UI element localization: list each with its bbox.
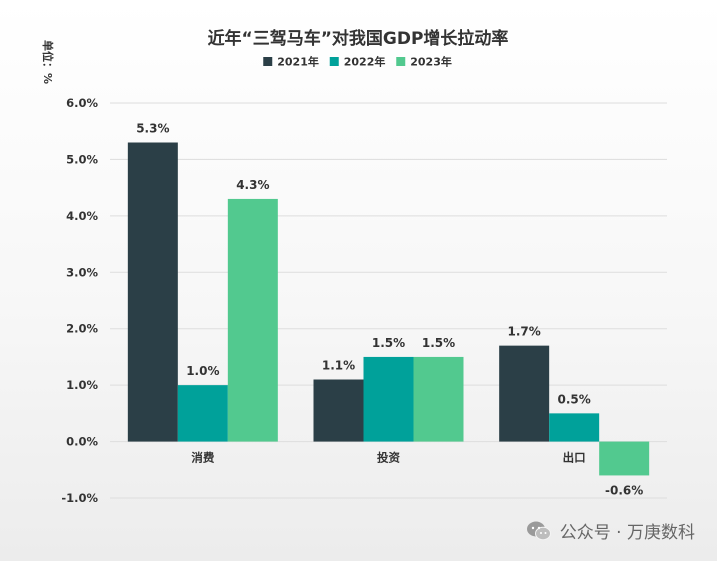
y-tick-label-5: 1.0% (66, 378, 98, 392)
data-label-0-1: 1.0% (186, 364, 219, 378)
bar-0-1 (178, 385, 228, 441)
legend: 2021年 2022年 2023年 (263, 55, 452, 69)
y-tick-label-2: 4.0% (66, 209, 98, 223)
data-label-2-0: 1.7% (508, 325, 541, 339)
data-label-2-1: 0.5% (558, 392, 591, 406)
y-axis-ticks: 6.0% 5.0% 4.0% 3.0% 2.0% 1.0% 0.0% -1.0% (61, 96, 98, 505)
bar-1-2 (414, 357, 464, 442)
bar-0-0 (128, 143, 178, 442)
wechat-icon (526, 520, 552, 542)
y-tick-label-7: -1.0% (61, 491, 98, 505)
watermark-text: 公众号 · 万庚数科 (560, 518, 695, 543)
legend-swatch-0 (263, 57, 272, 66)
chart-title: 近年“三驾马车”对我国GDP增长拉动率 (208, 28, 509, 49)
x-tick-label-2: 出口 (563, 451, 586, 465)
legend-label-2: 2023年 (410, 55, 452, 69)
y-tick-label-3: 3.0% (66, 265, 98, 279)
legend-label-0: 2021年 (277, 55, 319, 69)
data-label-1-1: 1.5% (372, 336, 405, 350)
x-tick-label-0: 消费 (191, 451, 214, 465)
watermark: 公众号 · 万庚数科 (526, 518, 695, 543)
bar-2-2 (599, 442, 649, 476)
data-label-1-2: 1.5% (422, 336, 455, 350)
bar-2-1 (549, 413, 599, 441)
bars (128, 143, 649, 476)
legend-label-1: 2022年 (344, 55, 386, 69)
y-tick-label-0: 6.0% (66, 96, 98, 110)
y-tick-label-1: 5.0% (66, 152, 98, 166)
y-tick-label-4: 2.0% (66, 322, 98, 336)
bar-2-0 (499, 346, 549, 442)
bar-1-1 (364, 357, 414, 442)
data-label-1-0: 1.1% (322, 359, 355, 373)
y-axis-unit-label: 单位：% (41, 40, 55, 84)
x-tick-label-1: 投资 (377, 451, 400, 465)
data-label-0-0: 5.3% (136, 122, 169, 136)
data-label-2-2: -0.6% (605, 483, 643, 497)
x-axis-ticks: 消费 投资 出口 (191, 451, 585, 465)
bar-1-0 (314, 380, 364, 442)
data-label-0-2: 4.3% (236, 178, 269, 192)
y-tick-label-6: 0.0% (66, 435, 98, 449)
legend-swatch-2 (396, 57, 405, 66)
legend-swatch-1 (330, 57, 339, 66)
bar-0-2 (228, 199, 278, 442)
